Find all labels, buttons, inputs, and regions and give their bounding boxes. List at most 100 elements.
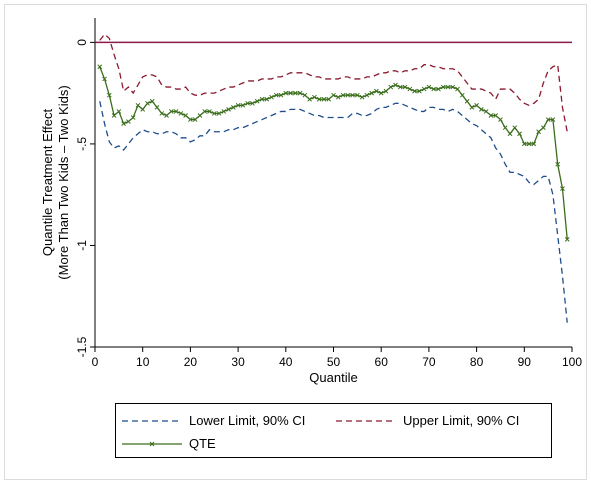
- qte-point-marker: [316, 96, 322, 102]
- legend-qte-marker: [149, 441, 155, 447]
- qte-point-marker: [431, 86, 437, 92]
- qte-point-marker: [364, 92, 370, 98]
- qte-point-marker: [288, 90, 293, 96]
- qte-point-marker: [498, 117, 503, 122]
- qte-point-marker: [507, 131, 513, 137]
- x-tick-label: 100: [562, 355, 582, 369]
- qte-point-marker: [235, 102, 241, 108]
- y-axis-title-line: (More Than Two Kids – Two Kids): [56, 85, 71, 279]
- qte-point-marker: [483, 109, 489, 114]
- legend: Lower Limit, 90% CI Upper Limit, 90% CI QT…: [115, 403, 552, 458]
- qte-point-marker: [283, 90, 289, 96]
- qte-point-marker: [278, 92, 284, 98]
- qte-point-marker: [345, 92, 351, 98]
- qte-point-marker: [188, 117, 193, 122]
- qte-point-marker: [130, 115, 136, 120]
- qte-point-marker: [178, 111, 184, 116]
- x-tick-label: 30: [231, 355, 245, 369]
- qte-point-marker: [164, 113, 169, 118]
- qte-point-marker: [440, 84, 446, 90]
- qte-point-marker: [421, 86, 427, 92]
- qte-point-marker: [264, 96, 270, 102]
- qte-point-marker: [378, 90, 384, 96]
- x-tick-label: 0: [92, 355, 99, 369]
- qte-point-marker: [269, 94, 274, 100]
- qte-point-marker: [307, 96, 313, 102]
- qte-point-marker: [512, 125, 518, 131]
- x-tick-label: 60: [375, 355, 389, 369]
- qte-point-marker: [541, 125, 546, 131]
- qte-point-marker: [393, 82, 398, 88]
- qte-point-marker: [397, 84, 403, 90]
- upper-limit-series-line: [99, 33, 568, 132]
- qte-point-marker: [412, 88, 417, 94]
- qte-point-marker: [560, 186, 565, 191]
- qte-point-marker: [326, 96, 332, 102]
- figure-border: [4, 4, 587, 480]
- qte-point-marker: [417, 88, 422, 94]
- qte-point-marker: [230, 105, 236, 110]
- qte-point-marker: [502, 125, 508, 131]
- qte-point-marker: [202, 109, 208, 114]
- qte-point-marker: [173, 109, 179, 114]
- x-tick-label: 70: [422, 355, 436, 369]
- qte-point-marker: [450, 84, 456, 90]
- legend-upper-limit-label: Upper Limit, 90% CI: [403, 413, 519, 428]
- x-tick-label: 80: [470, 355, 484, 369]
- y-tick-label: -1.5: [75, 336, 89, 357]
- x-axis-title: Quantile: [309, 370, 357, 385]
- qte-point-marker: [254, 98, 260, 104]
- qte-point-marker: [106, 92, 112, 98]
- qte-point-marker: [121, 121, 126, 126]
- qte-point-marker: [116, 109, 122, 114]
- x-tick-label: 50: [327, 355, 341, 369]
- qte-point-marker: [459, 92, 465, 98]
- qte-point-marker: [245, 100, 250, 106]
- qte-point-marker: [479, 107, 484, 112]
- x-tick-label: 20: [184, 355, 198, 369]
- qte-point-marker: [211, 111, 217, 116]
- qte-point-marker: [154, 105, 160, 110]
- y-tick-label: -1: [75, 240, 89, 251]
- qte-point-marker: [469, 105, 475, 110]
- qte-point-marker: [102, 76, 107, 82]
- qte-point-marker: [402, 84, 408, 90]
- qte-point-marker: [445, 84, 451, 90]
- qte-point-marker: [407, 86, 413, 92]
- qte-point-marker: [526, 141, 532, 147]
- qte-point-marker: [383, 88, 389, 94]
- qte-point-marker: [111, 113, 117, 118]
- qte-point-marker: [192, 117, 198, 122]
- y-tick-label: 0: [75, 39, 89, 46]
- qte-point-marker: [197, 113, 203, 118]
- qte-point-marker: [517, 131, 522, 137]
- qte-point-marker: [207, 109, 212, 114]
- qte-point-marker: [555, 161, 561, 167]
- qte-point-marker: [464, 98, 470, 104]
- qte-point-marker: [474, 102, 479, 108]
- x-tick-label: 40: [279, 355, 293, 369]
- qte-point-marker: [97, 64, 103, 70]
- qte-point-marker: [436, 86, 441, 92]
- plot-area: 0 10 20 30 40 50 60 70 80 90 100 0 -.5 -1 -1.5 Quantile…: [40, 18, 582, 385]
- qte-point-marker: [126, 119, 131, 124]
- qte-point-marker: [312, 94, 317, 100]
- qte-point-marker: [273, 92, 279, 98]
- qte-point-marker: [331, 92, 336, 98]
- y-tick-label: -.5: [75, 137, 89, 151]
- lower-limit-series-line: [99, 101, 568, 323]
- qte-point-marker: [135, 102, 141, 108]
- qte-point-marker: [302, 92, 308, 98]
- qte-point-marker: [350, 92, 355, 98]
- qte-point-marker: [369, 90, 375, 96]
- legend-qte-label: QTE: [189, 436, 216, 451]
- qte-point-marker: [140, 107, 146, 112]
- qte-point-marker: [145, 100, 150, 106]
- qte-point-marker: [259, 96, 265, 102]
- qte-point-marker: [240, 102, 246, 108]
- qte-point-marker: [226, 107, 231, 112]
- qte-point-marker: [159, 111, 165, 116]
- qte-point-marker: [183, 113, 188, 118]
- legend-box: [115, 403, 552, 458]
- qte-point-marker: [292, 90, 298, 96]
